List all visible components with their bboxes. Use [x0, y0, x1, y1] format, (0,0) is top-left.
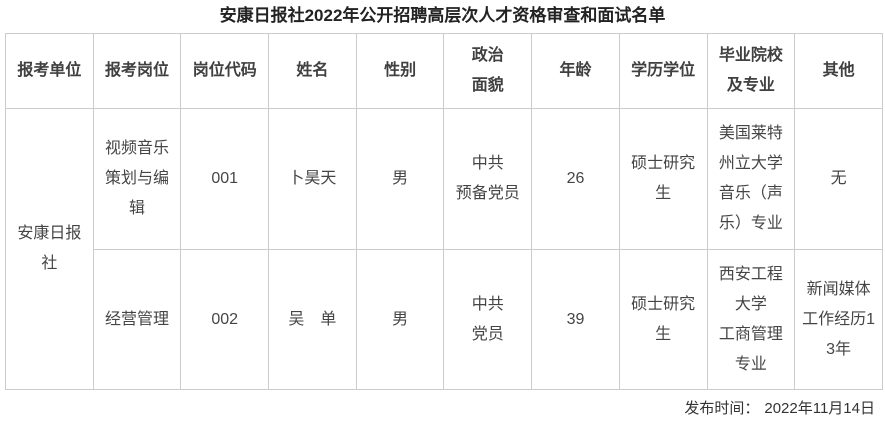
header-cell-post: 报考岗位 [92, 33, 182, 109]
header-cell-age: 年龄 [531, 33, 620, 109]
header-cell-other: 其他 [794, 33, 883, 109]
table-header-row: 报考单位 报考岗位 岗位代码 姓名 性别 政治 面貌 年龄 学历学位 毕业院校 … [5, 33, 883, 109]
cell-gender: 男 [355, 249, 445, 390]
cell-gender: 男 [355, 108, 445, 250]
header-cell-gender: 性别 [355, 33, 445, 109]
cell-name: 吴 单 [268, 249, 357, 390]
cell-other: 无 [794, 108, 883, 250]
cell-age: 39 [531, 249, 620, 390]
cell-post: 视频音乐 策划与编 辑 [92, 108, 182, 250]
publish-time: 发布时间： 2022年11月14日 [0, 399, 885, 419]
publish-date: 2022年11月14日 [764, 400, 875, 417]
cell-degree: 硕士研究 生 [618, 108, 708, 250]
header-cell-politics: 政治 面貌 [443, 33, 533, 109]
header-cell-school: 毕业院校 及专业 [706, 33, 796, 109]
header-cell-code: 岗位代码 [180, 33, 270, 109]
recruitment-table: 报考单位 报考岗位 岗位代码 姓名 性别 政治 面貌 年龄 学历学位 毕业院校 … [5, 33, 883, 390]
cell-other: 新闻媒体 工作经历1 3年 [794, 249, 883, 390]
cell-code: 002 [180, 249, 270, 390]
cell-name: 卜昊天 [268, 108, 357, 250]
header-cell-name: 姓名 [268, 33, 357, 109]
table-row: 经营管理 002 吴 单 男 中共 党员 39 硕士研究 生 西安工程 大学 工… [6, 249, 883, 390]
page-title: 安康日报社2022年公开招聘高层次人才资格审查和面试名单 [219, 6, 666, 25]
cell-school: 西安工程 大学 工商管理 专业 [706, 249, 796, 390]
cell-degree: 硕士研究 生 [618, 249, 708, 390]
cell-code: 001 [180, 108, 270, 250]
cell-unit: 安康日报 社 [5, 108, 94, 390]
table-row: 安康日报 社 视频音乐 策划与编 辑 001 卜昊天 男 中共 预备党员 26 … [5, 108, 883, 390]
cell-school: 美国莱特 州立大学 音乐（声 乐）专业 [706, 108, 796, 250]
cell-politics: 中共 预备党员 [443, 108, 533, 250]
cell-age: 26 [531, 108, 620, 250]
header-cell-degree: 学历学位 [618, 33, 708, 109]
cell-politics: 中共 党员 [443, 249, 533, 390]
publish-time-label: 发布时间： [684, 400, 760, 417]
cell-post: 经营管理 [92, 249, 182, 390]
header-cell-unit: 报考单位 [5, 33, 94, 109]
